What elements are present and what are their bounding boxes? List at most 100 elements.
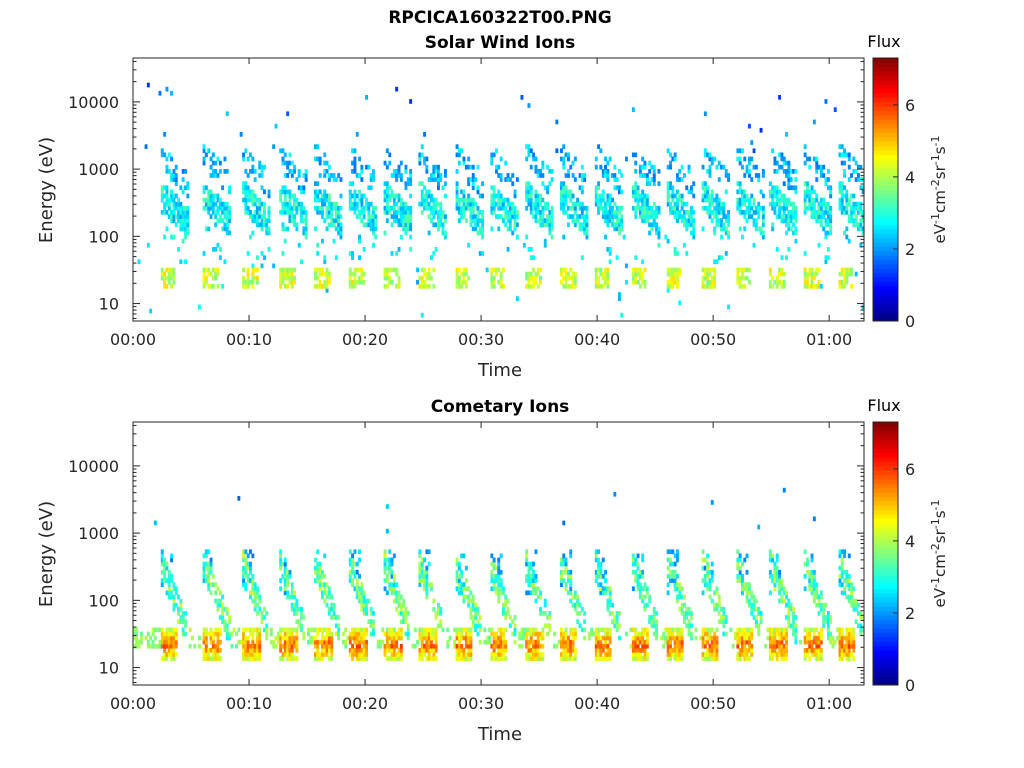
spectrogram-cell: [207, 565, 211, 571]
spectrogram-cell: [592, 631, 596, 637]
spectrogram-cell: [534, 643, 538, 649]
spectrogram-cell: [427, 643, 431, 649]
spectrogram-cell: [251, 169, 255, 174]
spectrogram-cell: [666, 164, 670, 170]
spectrogram-cell: [204, 627, 208, 633]
spectrogram-cell: [288, 569, 292, 575]
spectrogram-cell: [360, 205, 364, 211]
spectrogram-cell: [163, 152, 167, 158]
spectrogram-cell: [513, 193, 517, 199]
spectrogram-cell: [573, 177, 577, 182]
spectrogram-cell: [453, 643, 457, 649]
spectrogram-cell: [397, 284, 401, 289]
spectrogram-cell: [562, 639, 566, 645]
spectrogram-cell: [525, 652, 529, 657]
spectrogram-cell: [843, 173, 846, 178]
spectrogram-cell: [430, 582, 433, 587]
spectrogram-cell: [402, 598, 406, 604]
spectrogram-cell: [819, 639, 823, 645]
spectrogram-cells: [133, 487, 865, 661]
spectrogram-cell: [283, 210, 287, 215]
spectrogram-cell: [283, 197, 287, 203]
spectrogram-cell: [706, 569, 710, 575]
spectrogram-cell: [541, 210, 545, 215]
spectrogram-cell: [611, 197, 614, 203]
spectrogram-cell: [279, 656, 283, 661]
spectrogram-cell: [780, 218, 784, 223]
spectrogram-cell: [838, 279, 842, 285]
spectrogram-cell: [246, 627, 250, 633]
spectrogram-cell: [160, 549, 164, 555]
spectrogram-cell: [803, 197, 807, 203]
spectrogram-cell: [706, 189, 710, 195]
spectrogram-cell: [446, 643, 450, 649]
spectrogram-cell: [785, 635, 788, 641]
spectrogram-cell: [318, 271, 322, 277]
spectrogram-cell: [295, 648, 299, 653]
spectrogram-cell: [281, 267, 285, 273]
spectrogram-cell: [372, 222, 375, 228]
spectrogram-cell: [283, 173, 287, 178]
spectrogram-cell: [214, 267, 218, 273]
spectrogram-cell: [780, 586, 784, 592]
spectrogram-cell: [645, 656, 649, 661]
spectrogram-cell: [295, 656, 299, 661]
spectrogram-cell: [771, 189, 775, 195]
spectrogram-cell: [736, 557, 740, 563]
spectrogram-cell: [655, 631, 658, 637]
spectrogram-cell: [569, 197, 573, 203]
spectrogram-cell: [174, 602, 178, 608]
spectrogram-cell: [181, 615, 185, 620]
spectrogram-cell: [773, 582, 777, 587]
spectrogram-cell: [478, 230, 482, 236]
spectrogram-cell: [810, 214, 814, 219]
spectrogram-cell: [826, 177, 830, 182]
spectrogram-cell: [625, 263, 628, 269]
spectrogram-cell: [499, 631, 503, 637]
spectrogram-cell: [822, 615, 826, 620]
spectrogram-cell: [397, 590, 401, 596]
spectrogram-cell: [594, 578, 598, 583]
spectrogram-cell: [174, 201, 178, 207]
spectrogram-cell: [673, 652, 677, 657]
spectrogram-cell: [743, 557, 747, 563]
spectrogram-cell: [163, 656, 167, 661]
spectrogram-cell: [829, 193, 833, 199]
spectrogram-cell: [666, 631, 670, 637]
spectrogram-cell: [738, 160, 742, 166]
spectrogram-cell: [775, 565, 779, 571]
spectrogram-cell: [341, 631, 345, 637]
spectrogram-cell: [460, 635, 464, 641]
spectrogram-cell: [745, 631, 749, 637]
spectrogram-cell: [441, 185, 445, 191]
spectrogram-cell: [228, 230, 231, 236]
spectrogram-cell: [283, 582, 287, 587]
spectrogram-cell: [513, 222, 517, 228]
spectrogram-cell: [439, 611, 443, 616]
spectrogram-cell: [643, 586, 647, 592]
spectrogram-cell: [481, 210, 484, 215]
spectrogram-cell: [358, 234, 361, 240]
spectrogram-cell: [569, 598, 573, 604]
spectrogram-cell: [717, 255, 721, 260]
spectrogram-cell: [854, 160, 858, 166]
spectrogram-cell: [608, 631, 612, 637]
spectrogram-cell: [462, 189, 466, 195]
spectrogram-cell: [290, 602, 294, 608]
spectrogram-cell: [597, 193, 600, 199]
spectrogram-cell: [741, 284, 744, 289]
spectrogram-cell: [353, 271, 357, 277]
spectrogram-cell: [256, 643, 259, 649]
spectrogram-cell: [481, 226, 484, 232]
spectrogram-cell: [706, 648, 710, 653]
spectrogram-cell: [302, 218, 306, 223]
spectrogram-cell: [817, 631, 821, 637]
spectrogram-cell: [666, 181, 670, 186]
spectrogram-cell: [673, 586, 677, 592]
spectrogram-cell: [327, 214, 331, 219]
spectrogram-cell: [560, 578, 563, 583]
spectrogram-cell: [803, 193, 807, 199]
spectrogram-cell: [599, 197, 603, 203]
spectrogram-cell: [485, 635, 489, 641]
spectrogram-cell: [504, 639, 508, 645]
